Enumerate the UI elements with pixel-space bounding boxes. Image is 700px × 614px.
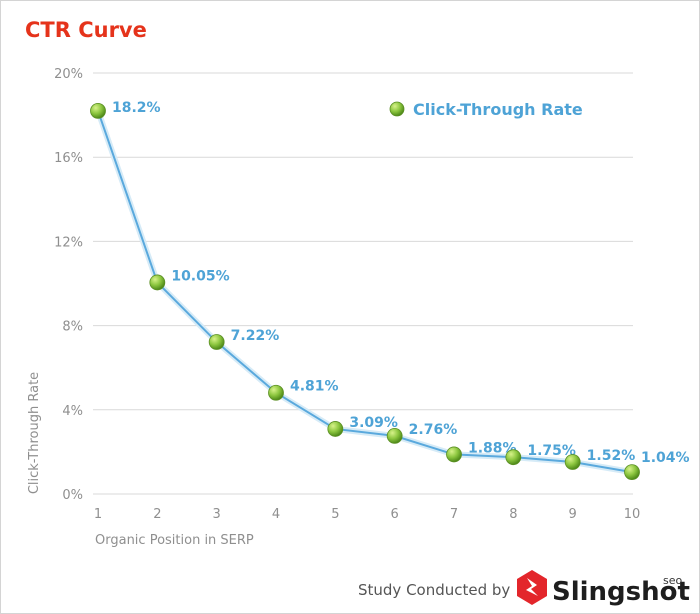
legend-label: Click-Through Rate <box>413 100 583 119</box>
footer-brand: Slingshot <box>552 577 690 607</box>
x-tick-label: 3 <box>213 507 221 522</box>
ctr-series: 18.2% 10.05% 7.22% 4.81% 3.09% 2.76% 1.88% 1.75… <box>90 100 690 481</box>
y-tick-label: 20% <box>54 67 83 82</box>
y-tick-label: 12% <box>54 235 83 250</box>
footer-credit: Study Conducted by <box>358 581 510 599</box>
data-point <box>505 449 522 466</box>
x-tick-label: 2 <box>153 507 161 522</box>
chart-title: CTR Curve <box>25 18 147 42</box>
data-point <box>564 454 581 470</box>
y-axis-ticks: 0% 4% 8% 12% 16% 20% <box>54 67 83 503</box>
x-tick-label: 7 <box>450 507 458 522</box>
data-label: 1.75% <box>527 443 576 459</box>
data-label: 18.2% <box>112 100 161 116</box>
x-tick-label: 5 <box>331 507 339 522</box>
data-label: 10.05% <box>171 268 229 284</box>
data-label: 4.81% <box>290 379 339 395</box>
footer: Study Conducted by Slingshot seo <box>358 570 690 607</box>
x-axis-ticks: 1 2 3 4 5 6 7 8 9 10 <box>94 507 640 522</box>
footer-brand-suffix: seo <box>663 574 682 587</box>
y-axis-label: Click-Through Rate <box>27 372 42 494</box>
data-point <box>446 446 462 463</box>
x-tick-label: 4 <box>272 507 280 522</box>
y-tick-label: 16% <box>54 151 83 166</box>
data-label: 3.09% <box>349 415 398 431</box>
y-tick-label: 8% <box>62 320 83 335</box>
data-label: 1.52% <box>587 448 636 464</box>
data-point <box>208 334 225 350</box>
slingshot-logo-icon <box>517 570 547 605</box>
x-tick-label: 8 <box>509 507 517 522</box>
data-point <box>268 384 284 401</box>
y-tick-label: 0% <box>62 488 83 503</box>
data-point <box>386 428 403 444</box>
data-point <box>90 102 106 119</box>
data-label: 7.22% <box>231 328 280 344</box>
grid-lines <box>93 72 633 495</box>
data-point <box>624 464 640 481</box>
y-tick-label: 4% <box>62 404 83 419</box>
legend: Click-Through Rate <box>389 100 583 119</box>
x-tick-label: 9 <box>569 507 577 522</box>
data-label: 1.88% <box>468 440 517 456</box>
x-tick-label: 10 <box>624 507 641 522</box>
data-point <box>327 421 344 437</box>
legend-marker <box>389 101 405 117</box>
x-tick-label: 6 <box>391 507 399 522</box>
data-point <box>149 274 166 291</box>
data-label: 2.76% <box>409 422 458 438</box>
series-line <box>97 110 633 474</box>
x-tick-label: 1 <box>94 507 102 522</box>
data-label: 1.04% <box>641 450 690 466</box>
x-axis-label: Organic Position in SERP <box>95 533 254 548</box>
